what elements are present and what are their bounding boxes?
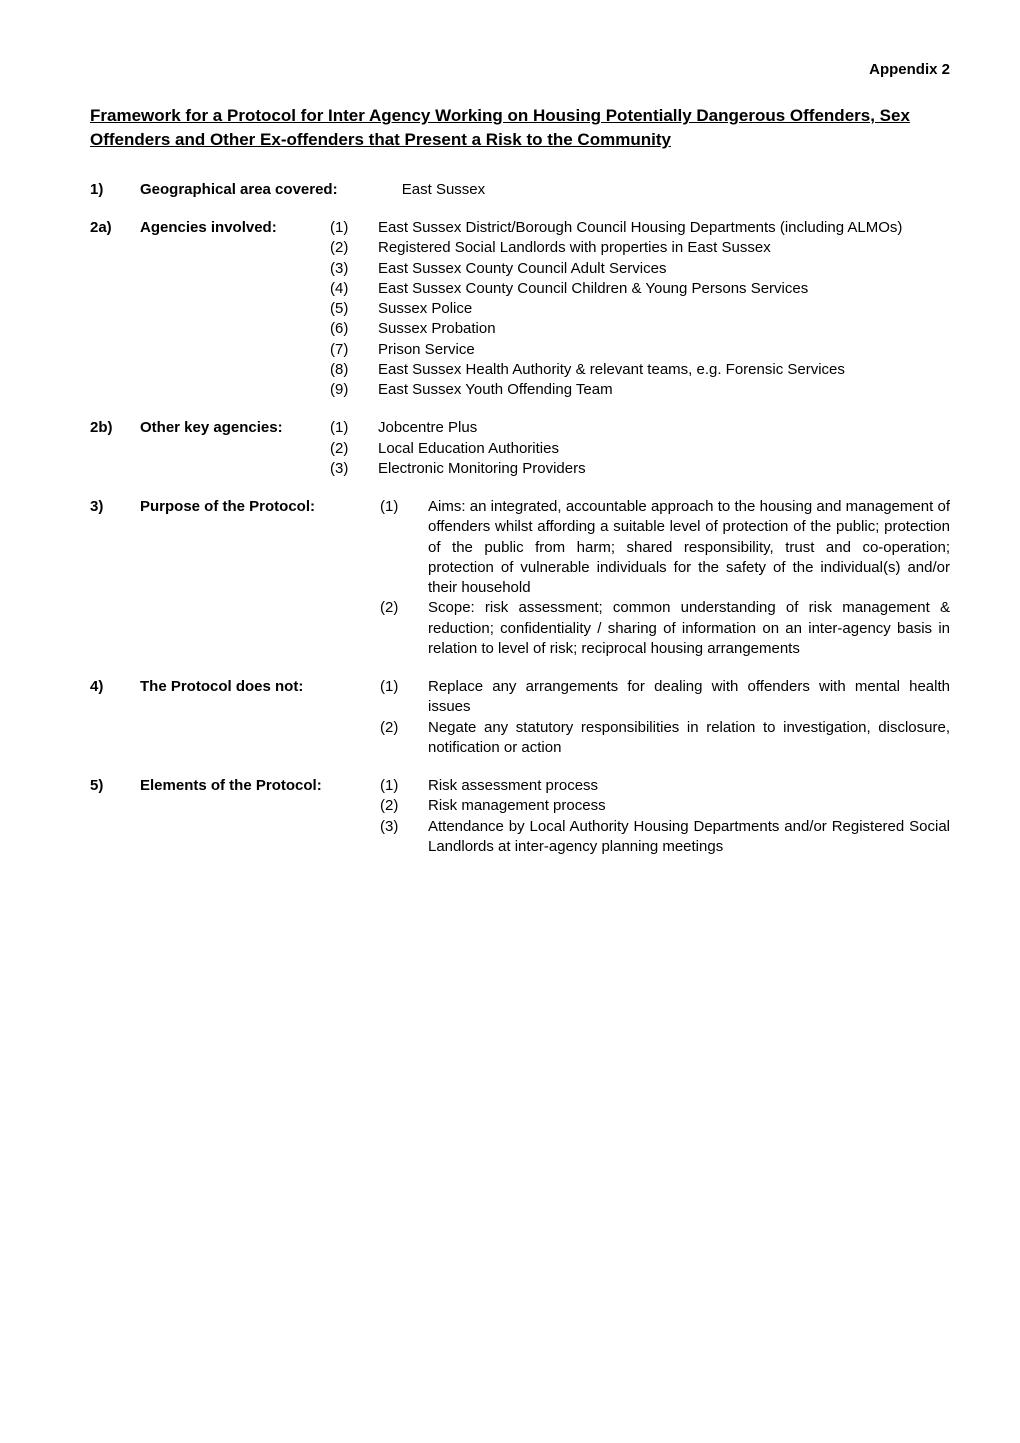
purpose-list: (1)Aims: an integrated, accountable appr… xyxy=(380,497,950,659)
item-text: Risk assessment process xyxy=(428,776,950,796)
item-num: (6) xyxy=(330,319,378,339)
section-1: 1) Geographical area covered: East Susse… xyxy=(90,180,950,200)
item-text: East Sussex Youth Offending Team xyxy=(378,380,950,400)
list-item: (1)Aims: an integrated, accountable appr… xyxy=(380,497,950,598)
list-item: (7)Prison Service xyxy=(330,340,950,360)
item-num: (2) xyxy=(380,598,428,618)
section-2b: 2b) Other key agencies: (1)Jobcentre Plu… xyxy=(90,418,950,479)
item-num: (3) xyxy=(380,817,428,837)
item-num: (1) xyxy=(330,418,378,438)
item-num: (5) xyxy=(330,299,378,319)
section-label: Purpose of the Protocol: xyxy=(140,497,380,517)
list-item: (9)East Sussex Youth Offending Team xyxy=(330,380,950,400)
item-num: (9) xyxy=(330,380,378,400)
section-label: Geographical area covered: East Sussex xyxy=(140,180,485,200)
document-title: Framework for a Protocol for Inter Agenc… xyxy=(90,104,950,152)
item-text: Sussex Police xyxy=(378,299,950,319)
list-item: (2)Local Education Authorities xyxy=(330,439,950,459)
list-item: (8)East Sussex Health Authority & releva… xyxy=(330,360,950,380)
item-text: Aims: an integrated, accountable approac… xyxy=(428,497,950,598)
list-item: (6)Sussex Probation xyxy=(330,319,950,339)
item-text: Registered Social Landlords with propert… xyxy=(378,238,950,258)
geo-value: East Sussex xyxy=(402,181,485,198)
item-num: (3) xyxy=(330,259,378,279)
item-num: (1) xyxy=(330,218,378,238)
item-num: (3) xyxy=(330,459,378,479)
item-text: Electronic Monitoring Providers xyxy=(378,459,950,479)
section-label: The Protocol does not: xyxy=(140,677,380,697)
list-item: (3)East Sussex County Council Adult Serv… xyxy=(330,259,950,279)
list-item: (1)Replace any arrangements for dealing … xyxy=(380,677,950,718)
section-2a: 2a) Agencies involved: (1)East Sussex Di… xyxy=(90,218,950,400)
item-num: (8) xyxy=(330,360,378,380)
label-text: Geographical area covered: xyxy=(140,181,338,198)
other-agencies-list: (1)Jobcentre Plus (2)Local Education Aut… xyxy=(330,418,950,479)
item-text: Sussex Probation xyxy=(378,319,950,339)
section-label: Other key agencies: xyxy=(140,418,330,438)
item-num: (2) xyxy=(330,439,378,459)
elements-list: (1)Risk assessment process (2)Risk manag… xyxy=(380,776,950,857)
item-text: Jobcentre Plus xyxy=(378,418,950,438)
item-text: East Sussex District/Borough Council Hou… xyxy=(378,218,950,238)
item-text: Attendance by Local Authority Housing De… xyxy=(428,817,950,858)
item-text: East Sussex County Council Children & Yo… xyxy=(378,279,950,299)
list-item: (2)Negate any statutory responsibilities… xyxy=(380,718,950,759)
item-text: Risk management process xyxy=(428,796,950,816)
list-item: (2)Risk management process xyxy=(380,796,950,816)
list-item: (3)Attendance by Local Authority Housing… xyxy=(380,817,950,858)
item-text: Scope: risk assessment; common understan… xyxy=(428,598,950,659)
list-item: (2)Scope: risk assessment; common unders… xyxy=(380,598,950,659)
item-text: East Sussex County Council Adult Service… xyxy=(378,259,950,279)
section-3: 3) Purpose of the Protocol: (1)Aims: an … xyxy=(90,497,950,659)
section-label: Elements of the Protocol: xyxy=(140,776,380,796)
item-num: (7) xyxy=(330,340,378,360)
list-item: (2)Registered Social Landlords with prop… xyxy=(330,238,950,258)
list-item: (1)Risk assessment process xyxy=(380,776,950,796)
appendix-label: Appendix 2 xyxy=(90,60,950,80)
list-item: (5)Sussex Police xyxy=(330,299,950,319)
section-label: Agencies involved: xyxy=(140,218,330,238)
item-text: Replace any arrangements for dealing wit… xyxy=(428,677,950,718)
agencies-list: (1)East Sussex District/Borough Council … xyxy=(330,218,950,400)
item-text: Prison Service xyxy=(378,340,950,360)
item-num: (1) xyxy=(380,776,428,796)
section-num: 2b) xyxy=(90,418,140,438)
item-num: (2) xyxy=(330,238,378,258)
section-num: 3) xyxy=(90,497,140,517)
section-4: 4) The Protocol does not: (1)Replace any… xyxy=(90,677,950,758)
item-num: (2) xyxy=(380,718,428,738)
doesnot-list: (1)Replace any arrangements for dealing … xyxy=(380,677,950,758)
section-num: 1) xyxy=(90,180,140,200)
section-5: 5) Elements of the Protocol: (1)Risk ass… xyxy=(90,776,950,857)
list-item: (1)East Sussex District/Borough Council … xyxy=(330,218,950,238)
item-num: (1) xyxy=(380,497,428,517)
list-item: (1)Jobcentre Plus xyxy=(330,418,950,438)
item-num: (4) xyxy=(330,279,378,299)
list-item: (4)East Sussex County Council Children &… xyxy=(330,279,950,299)
list-item: (3)Electronic Monitoring Providers xyxy=(330,459,950,479)
section-num: 4) xyxy=(90,677,140,697)
item-num: (2) xyxy=(380,796,428,816)
item-num: (1) xyxy=(380,677,428,697)
item-text: Negate any statutory responsibilities in… xyxy=(428,718,950,759)
section-num: 5) xyxy=(90,776,140,796)
item-text: East Sussex Health Authority & relevant … xyxy=(378,360,950,380)
section-num: 2a) xyxy=(90,218,140,238)
item-text: Local Education Authorities xyxy=(378,439,950,459)
